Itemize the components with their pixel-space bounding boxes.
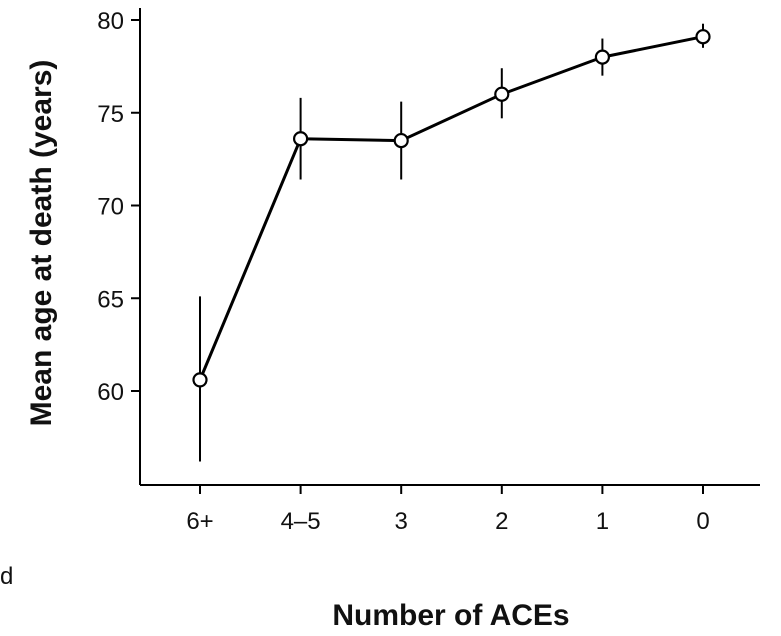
data-point [695, 29, 711, 45]
series-line [198, 35, 704, 381]
y-tick-label: 75 [97, 101, 124, 128]
x-tick-label: 0 [696, 508, 709, 535]
x-tick-label: 6+ [186, 508, 213, 535]
x-axis-title: Number of ACEs [332, 599, 569, 632]
x-tick-label: 1 [596, 508, 609, 535]
x-tick-label: 2 [495, 508, 508, 535]
x-tick-label: 3 [395, 508, 408, 535]
y-tick-label: 65 [97, 286, 124, 313]
data-point [192, 372, 208, 388]
data-point [494, 86, 510, 102]
data-point [293, 131, 309, 147]
data-point [594, 49, 611, 65]
x-ticks: 6+ 4–5 3 2 1 0 [186, 485, 710, 535]
stray-text: d [0, 563, 13, 590]
x-tick-label: 4–5 [281, 508, 321, 535]
y-ticks: 60 65 70 75 80 [97, 8, 140, 406]
y-tick-label: 80 [97, 8, 124, 35]
data-point [393, 132, 409, 149]
y-axis-title: Mean age at death (years) [25, 60, 58, 427]
error-bars [199, 23, 704, 462]
y-tick-label: 60 [97, 379, 124, 406]
y-tick-label: 70 [97, 194, 124, 221]
data-points [192, 29, 711, 388]
